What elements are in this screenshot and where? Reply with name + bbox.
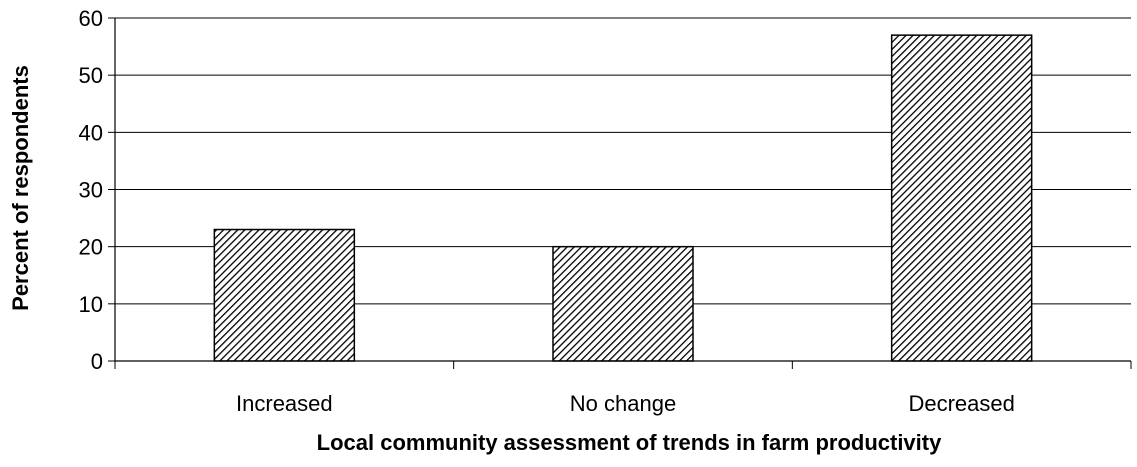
bar-increased	[213, 228, 356, 362]
x-category-label: Decreased	[908, 391, 1014, 416]
x-category-labels: Increased No change Decreased	[236, 391, 1015, 416]
y-tick-label: 10	[79, 292, 103, 317]
y-tick-label: 30	[79, 178, 103, 203]
x-axis-title: Local community assessment of trends in …	[317, 430, 942, 455]
y-tick-labels: 0 10 20 30 40 50 60	[79, 6, 103, 374]
y-tick-label: 60	[79, 6, 103, 31]
y-tick-label: 40	[79, 120, 103, 145]
y-tick-label: 20	[79, 235, 103, 260]
y-tick-label: 50	[79, 63, 103, 88]
axes	[114, 18, 1132, 369]
y-tick-label: 0	[91, 349, 103, 374]
y-axis-title: Percent of respondents	[8, 65, 33, 311]
bars	[213, 34, 1033, 362]
bar-no-change	[552, 245, 694, 362]
bar-decreased	[890, 34, 1033, 362]
x-category-label: Increased	[236, 391, 333, 416]
x-category-label: No change	[570, 391, 676, 416]
